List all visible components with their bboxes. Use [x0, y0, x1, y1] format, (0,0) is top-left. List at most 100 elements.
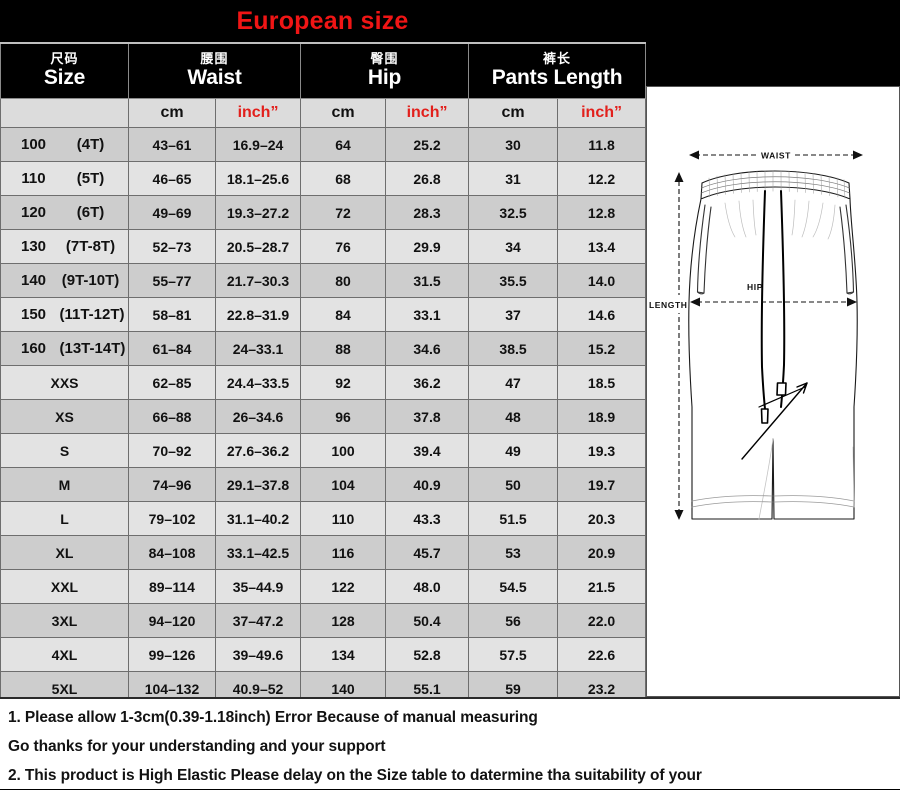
cell-size-age: (4T) [76, 136, 105, 153]
unit-header-row: cm inch” cm inch” cm inch” [0, 98, 647, 128]
cell-waist-inch: 33.1–42.5 [214, 535, 302, 570]
shorts-diagram-panel: WAIST HIP LENGTH [646, 86, 900, 697]
cell-waist-inch: 16.9–24 [214, 127, 302, 162]
cell-size-number: 160 [20, 340, 47, 357]
table-row: 3XL 94–120 37–47.2 128 50.4 56 22.0 [0, 603, 647, 638]
cell-hip-inch: 37.8 [385, 399, 470, 434]
cell-waist-inch: 20.5–28.7 [214, 229, 302, 264]
cell-size-age: (13T-14T) [59, 340, 126, 357]
cell-waist-cm: 74–96 [128, 467, 216, 502]
table-row: 120 (6T) 49–69 19.3–27.2 72 28.3 32.5 12.8 [0, 195, 647, 230]
cell-size-number: 120 [20, 204, 47, 221]
cell-size: M [0, 467, 129, 502]
cell-hip-cm: 116 [300, 535, 387, 570]
waist-dimension-label: WAIST [761, 151, 791, 161]
cell-size: L [0, 501, 129, 536]
cell-size-number: 130 [20, 238, 47, 255]
cell-length-inch: 20.9 [557, 535, 647, 570]
cell-waist-cm: 58–81 [128, 297, 216, 332]
cell-length-cm: 47 [468, 365, 559, 400]
header-pants-length-cn: 裤长 [543, 51, 572, 66]
cell-waist-cm: 49–69 [128, 195, 216, 230]
cell-waist-cm: 94–120 [128, 603, 216, 638]
cell-waist-inch: 19.3–27.2 [214, 195, 302, 230]
cell-waist-cm: 66–88 [128, 399, 216, 434]
cell-waist-inch: 24.4–33.5 [214, 365, 302, 400]
cell-waist-cm: 84–108 [128, 535, 216, 570]
cell-size: 160 (13T-14T) [0, 331, 129, 366]
cell-hip-cm: 122 [300, 569, 387, 604]
notes-section: 1. Please allow 1-3cm(0.39-1.18inch) Err… [0, 697, 900, 789]
cell-size: XXL [0, 569, 129, 604]
shorts-illustration [688, 170, 858, 520]
cell-size: 110 (5T) [0, 161, 129, 196]
unit-waist-inch: inch” [214, 98, 302, 128]
table-row: XXL 89–114 35–44.9 122 48.0 54.5 21.5 [0, 569, 647, 604]
cell-size-age: (7T-8T) [65, 238, 116, 255]
cell-length-cm: 50 [468, 467, 559, 502]
length-dimension: LENGTH [647, 172, 687, 520]
cell-length-inch: 14.0 [557, 263, 647, 298]
table-row: 160 (13T-14T) 61–84 24–33.1 88 34.6 38.5 15.2 [0, 331, 647, 366]
cell-hip-inch: 33.1 [385, 297, 470, 332]
cell-length-cm: 51.5 [468, 501, 559, 536]
cell-waist-cm: 89–114 [128, 569, 216, 604]
cell-hip-cm: 100 [300, 433, 387, 468]
unit-waist-cm: cm [128, 98, 216, 128]
table-row: 140 (9T-10T) 55–77 21.7–30.3 80 31.5 35.5 14.0 [0, 263, 647, 298]
cell-waist-cm: 46–65 [128, 161, 216, 196]
cell-hip-inch: 25.2 [385, 127, 470, 162]
cell-length-inch: 19.7 [557, 467, 647, 502]
table-row: 100 (4T) 43–61 16.9–24 64 25.2 30 11.8 [0, 127, 647, 162]
cell-length-inch: 13.4 [557, 229, 647, 264]
size-table-container: 尺码 Size 腰围 Waist 臀围 Hip 裤长 Pants Length [0, 42, 647, 740]
header-pants-length-en: Pants Length [491, 66, 623, 89]
table-head: 尺码 Size 腰围 Waist 臀围 Hip 裤长 Pants Length [0, 42, 647, 128]
cell-length-inch: 20.3 [557, 501, 647, 536]
cell-size: XS [0, 399, 129, 434]
cell-size-number: 150 [20, 306, 47, 323]
cell-size-age: (11T-12T) [59, 306, 125, 323]
cell-waist-cm: 70–92 [128, 433, 216, 468]
table-row: L 79–102 31.1–40.2 110 43.3 51.5 20.3 [0, 501, 647, 536]
cell-hip-cm: 72 [300, 195, 387, 230]
table-row: XL 84–108 33.1–42.5 116 45.7 53 20.9 [0, 535, 647, 570]
hip-dimension: HIP [690, 282, 857, 307]
cell-hip-cm: 92 [300, 365, 387, 400]
header-waist-en: Waist [187, 66, 242, 89]
cell-size: 150 (11T-12T) [0, 297, 129, 332]
cell-hip-cm: 104 [300, 467, 387, 502]
cell-length-cm: 49 [468, 433, 559, 468]
cell-size: 140 (9T-10T) [0, 263, 129, 298]
cell-hip-inch: 29.9 [385, 229, 470, 264]
cell-length-inch: 22.0 [557, 603, 647, 638]
cell-waist-inch: 37–47.2 [214, 603, 302, 638]
cell-hip-inch: 31.5 [385, 263, 470, 298]
cell-hip-cm: 134 [300, 637, 387, 672]
cell-hip-inch: 36.2 [385, 365, 470, 400]
cell-hip-inch: 40.9 [385, 467, 470, 502]
cell-length-cm: 31 [468, 161, 559, 196]
cell-size-number: 100 [20, 136, 47, 153]
cell-size-number: 110 [21, 170, 46, 187]
table-row: XXS 62–85 24.4–33.5 92 36.2 47 18.5 [0, 365, 647, 400]
table-row: S 70–92 27.6–36.2 100 39.4 49 19.3 [0, 433, 647, 468]
cell-waist-cm: 52–73 [128, 229, 216, 264]
header-pants-length: 裤长 Pants Length [468, 42, 647, 99]
cell-waist-inch: 26–34.6 [214, 399, 302, 434]
cell-length-inch: 12.2 [557, 161, 647, 196]
group-header-row: 尺码 Size 腰围 Waist 臀围 Hip 裤长 Pants Length [0, 42, 647, 99]
cell-length-cm: 57.5 [468, 637, 559, 672]
cell-hip-cm: 96 [300, 399, 387, 434]
cell-hip-inch: 50.4 [385, 603, 470, 638]
header-waist-cn: 腰围 [200, 51, 229, 66]
cell-waist-cm: 55–77 [128, 263, 216, 298]
note-line-3: 2. This product is High Elastic Please d… [8, 767, 702, 784]
cell-waist-inch: 27.6–36.2 [214, 433, 302, 468]
cell-waist-inch: 35–44.9 [214, 569, 302, 604]
unit-length-cm: cm [468, 98, 559, 128]
cell-length-inch: 19.3 [557, 433, 647, 468]
cell-size: 130 (7T-8T) [0, 229, 129, 264]
cell-waist-inch: 31.1–40.2 [214, 501, 302, 536]
cell-size: 100 (4T) [0, 127, 129, 162]
